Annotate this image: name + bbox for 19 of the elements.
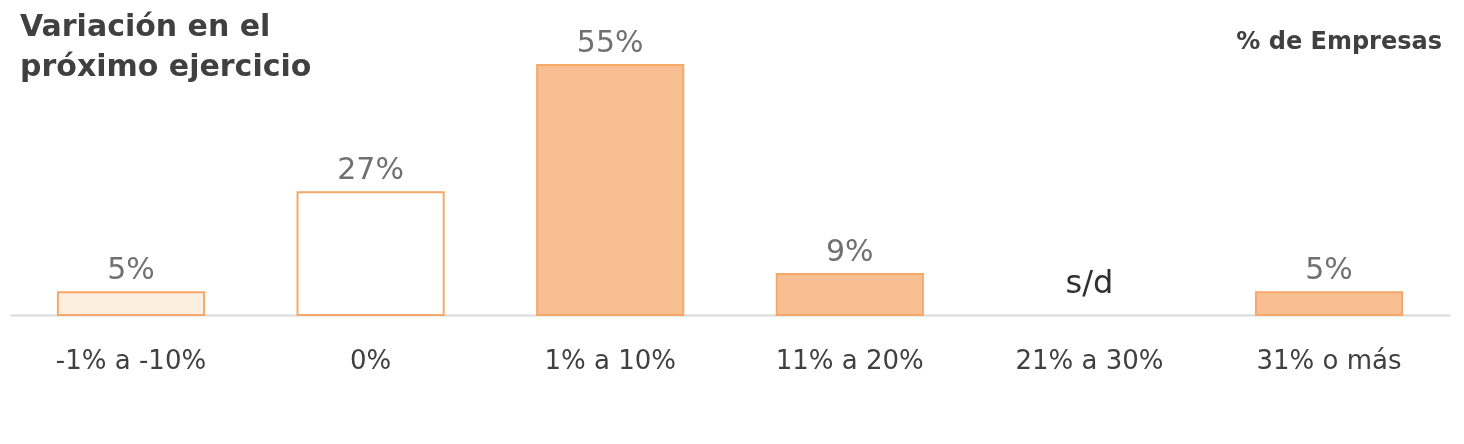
data-label: 5%	[1305, 251, 1353, 287]
bar	[775, 273, 924, 316]
x-tick-label: 1% a 10%	[544, 344, 676, 375]
x-tick-label: 0%	[349, 344, 392, 375]
data-label: 55%	[576, 24, 644, 59]
bar	[296, 191, 445, 316]
data-label: 9%	[826, 233, 874, 269]
x-tick-label: -1% a -10%	[55, 344, 207, 375]
text: s/d	[1065, 263, 1114, 301]
data-label: 27%	[337, 151, 404, 187]
x-tick-label: 31% o más	[1256, 344, 1402, 375]
text: % de Empresas	[1236, 27, 1442, 55]
data-label: 5%	[107, 251, 155, 287]
x-tick-label: 21% a 30%	[1015, 344, 1164, 375]
bar	[1254, 291, 1404, 316]
chart-title: Variación en el próximo ejercicio	[20, 8, 312, 83]
bar	[536, 64, 685, 316]
x-tick-label: 11% a 20%	[775, 344, 924, 375]
bar	[56, 291, 206, 316]
